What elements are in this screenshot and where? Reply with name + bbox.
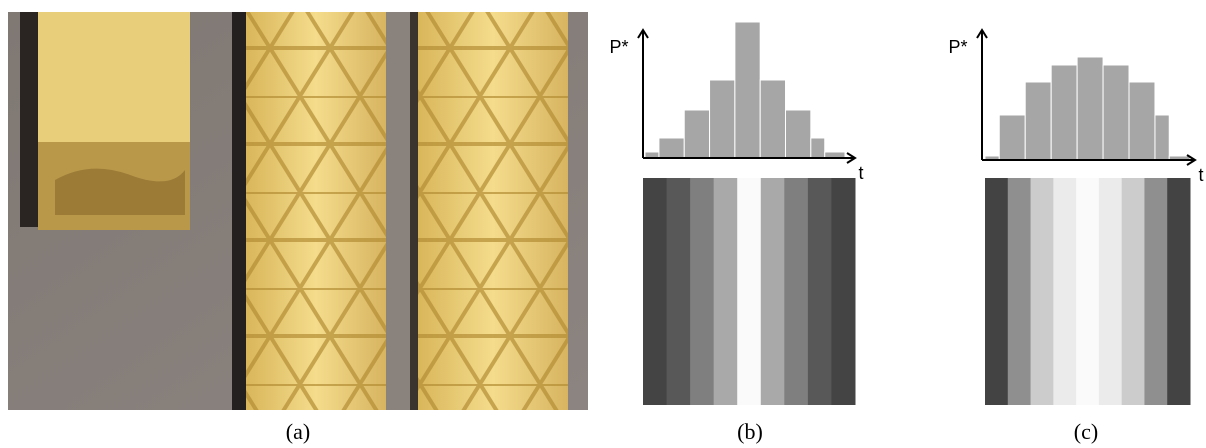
stripe [808,178,832,405]
stripe [985,178,1008,405]
stripe [1031,178,1054,405]
panel-label: (a) [286,419,310,444]
stripe [1053,178,1076,405]
photo [8,12,588,410]
bar [999,115,1025,160]
bar [1129,82,1155,160]
stripe [784,178,808,405]
stripe [1144,178,1167,405]
bar [786,110,811,158]
bar [811,138,825,158]
stripe [1122,178,1145,405]
panel-label: (b) [737,419,763,444]
bar [659,138,684,158]
bar [684,110,709,158]
y-axis-label: P* [948,37,967,57]
bar [1025,82,1051,160]
bar [1051,65,1077,160]
stripe [1008,178,1031,405]
x-axis-label: t [1198,165,1203,185]
stripe [1076,178,1099,405]
stripe [714,178,738,405]
stripe [1099,178,1122,405]
bar [710,80,735,158]
bar [760,80,785,158]
stripe [761,178,785,405]
stripe [643,178,667,405]
figure: (a) (b) (c) P* t P* t [0,0,1206,448]
bar [1155,115,1169,160]
stripe [667,178,691,405]
bar [735,22,760,158]
stripe [690,178,714,405]
stripe [831,178,855,405]
bar [1077,57,1103,160]
y-axis-label: P* [609,37,628,57]
panel-label: (c) [1074,419,1098,444]
stripe [737,178,761,405]
bar [1103,65,1129,160]
x-axis-label: t [858,163,863,183]
stripe [1167,178,1190,405]
